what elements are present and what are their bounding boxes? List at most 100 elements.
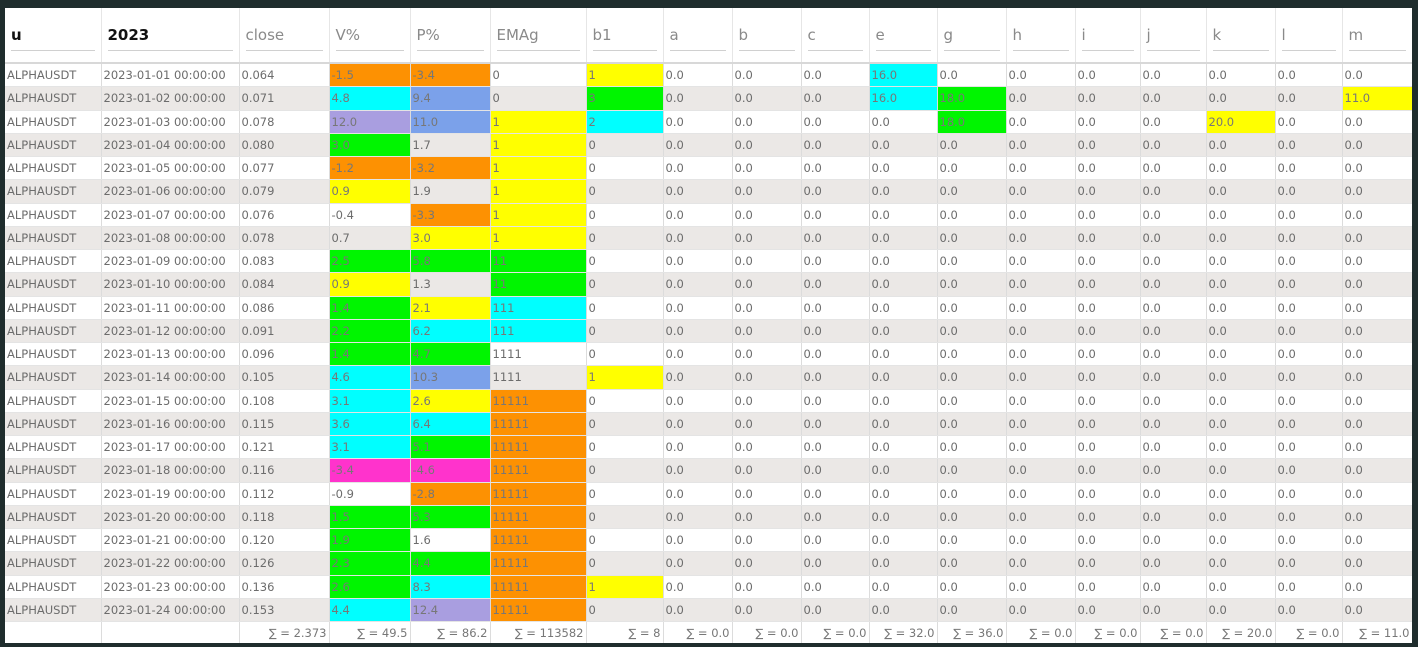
table-cell: 0.0 [1006, 226, 1076, 251]
column-header-label: m [1348, 26, 1406, 51]
table-cell: 0.0 [869, 482, 938, 506]
table-cell: 2023-01-09 00:00:00 [101, 249, 240, 274]
table-cell: 0 [586, 389, 664, 413]
table-cell: 4.4 [329, 598, 411, 623]
table-cell: 0.0 [1342, 110, 1412, 134]
table-cell: 0.0 [1140, 598, 1207, 623]
table-row: ALPHAUSDT 2023-01-18 00:00:00 0.116 -3.4 -4.… [5, 458, 1412, 483]
footer-cell: ∑ = 8 [586, 621, 664, 643]
table-cell: 2.2 [329, 319, 411, 344]
table-cell: 0.0 [1006, 482, 1076, 506]
table-cell: ALPHAUSDT [5, 365, 102, 390]
table-cell: -0.4 [329, 203, 411, 227]
footer-cell: ∑ = 32.0 [869, 621, 938, 643]
table-cell: 0.0 [1006, 179, 1076, 204]
table-cell: 0.0 [869, 458, 938, 483]
table-cell: ALPHAUSDT [5, 575, 102, 599]
table-cell: 0.0 [1275, 133, 1343, 158]
table-cell: 0.0 [1006, 296, 1076, 320]
table-cell: 0.0 [1075, 226, 1141, 251]
table-cell: 0.0 [1275, 156, 1343, 181]
column-header-label: e [875, 26, 931, 51]
table-cell: 111 [490, 319, 587, 344]
table-cell: 0.0 [732, 249, 802, 274]
column-header-label: h [1012, 26, 1069, 51]
table-cell: 0.0 [1206, 86, 1276, 111]
table-row: ALPHAUSDT 2023-01-08 00:00:00 0.078 0.7 3.0 1… [5, 226, 1412, 251]
table-cell: 0.0 [869, 110, 938, 134]
table-cell: -3.4 [410, 63, 491, 88]
table-cell: 5.1 [410, 435, 491, 460]
table-cell: -0.9 [329, 482, 411, 506]
footer-cell: ∑ = 36.0 [937, 621, 1007, 643]
table-cell: 2023-01-06 00:00:00 [101, 179, 240, 204]
table-cell: 0.0 [1075, 272, 1141, 297]
table-cell: ALPHAUSDT [5, 551, 102, 576]
column-header: e [869, 8, 938, 64]
table-row: ALPHAUSDT 2023-01-05 00:00:00 0.077 -1.2 -3.… [5, 156, 1412, 181]
table-cell: 0 [586, 598, 664, 623]
table-cell: 1 [586, 365, 664, 390]
table-cell: 0.0 [937, 249, 1007, 274]
table-cell: 0.0 [1206, 156, 1276, 181]
table-cell: 0.0 [1140, 528, 1207, 553]
column-header-label: k [1212, 26, 1269, 51]
table-cell: 0 [586, 156, 664, 181]
column-header: l [1275, 8, 1343, 64]
table-cell: 0.0 [1006, 342, 1076, 367]
table-cell: ALPHAUSDT [5, 272, 102, 297]
table-cell: 9.4 [410, 86, 491, 111]
table-cell: 2023-01-14 00:00:00 [101, 365, 240, 390]
table-cell: 0.0 [663, 505, 733, 530]
table-cell: 0.0 [869, 179, 938, 204]
table-cell: 0.0 [1342, 505, 1412, 530]
footer-row: ∑ = 2.373 ∑ = 49.5 ∑ = 86.2 ∑ = 113582 ∑ = 8… [5, 621, 1412, 643]
table-cell: 0.0 [1206, 412, 1276, 437]
table-cell: 0.0 [663, 133, 733, 158]
table-cell: 0.0 [801, 179, 870, 204]
table-cell: 0.0 [1140, 179, 1207, 204]
table-cell: ALPHAUSDT [5, 505, 102, 530]
table-cell: 0.0 [1140, 319, 1207, 344]
table-cell: 0.153 [239, 598, 330, 623]
table-cell: 0.0 [1206, 528, 1276, 553]
table-cell: 0.0 [937, 319, 1007, 344]
table-cell: 0.0 [1140, 203, 1207, 227]
table-cell: 0.0 [663, 389, 733, 413]
table-cell: 6.2 [410, 319, 491, 344]
table-cell: 0.0 [732, 551, 802, 576]
column-header: g [937, 8, 1007, 64]
table-cell: 0.0 [1275, 296, 1343, 320]
table-cell: 0.079 [239, 179, 330, 204]
table-cell: 0.0 [732, 412, 802, 437]
table-cell: 0.077 [239, 156, 330, 181]
table-cell: 11111 [490, 551, 587, 576]
table-cell: 0.0 [1006, 435, 1076, 460]
table-cell: 0.0 [1206, 458, 1276, 483]
table-cell: 2.1 [410, 296, 491, 320]
table-cell: 2.5 [329, 249, 411, 274]
table-cell: 0 [586, 528, 664, 553]
table-cell: 5.8 [410, 249, 491, 274]
table-cell: 1.4 [329, 342, 411, 367]
table-cell: 0.0 [1275, 528, 1343, 553]
table-row: ALPHAUSDT 2023-01-12 00:00:00 0.091 2.2 6.2 1… [5, 319, 1412, 344]
table-cell: 0.0 [732, 365, 802, 390]
table-cell: 0.0 [937, 598, 1007, 623]
table-cell: 0.0 [732, 435, 802, 460]
footer-cell: ∑ = 0.0 [1275, 621, 1343, 643]
table-cell: 0.091 [239, 319, 330, 344]
table-cell: 0.0 [732, 458, 802, 483]
table-cell: 0.0 [663, 249, 733, 274]
table-cell: 0.0 [1075, 110, 1141, 134]
table-cell: 0.0 [1075, 203, 1141, 227]
table-cell: 2023-01-02 00:00:00 [101, 86, 240, 111]
table-cell: 4.8 [329, 86, 411, 111]
table-cell: 0.0 [801, 482, 870, 506]
table-cell: 2023-01-17 00:00:00 [101, 435, 240, 460]
table-cell: 0.0 [1342, 458, 1412, 483]
table-cell: 0.0 [663, 412, 733, 437]
footer-cell: ∑ = 20.0 [1206, 621, 1276, 643]
table-cell: 0.0 [801, 575, 870, 599]
table-cell: 0 [490, 63, 587, 88]
